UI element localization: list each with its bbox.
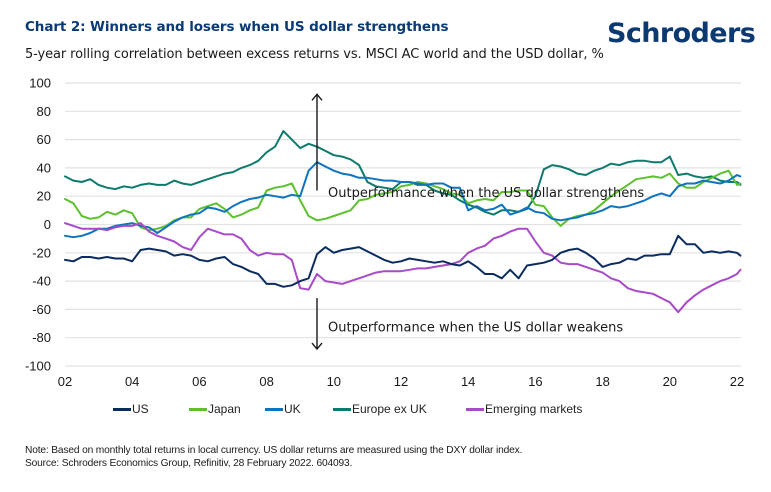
x-tick-label: 22 bbox=[730, 374, 744, 389]
source-text: Source: Schroders Economics Group, Refin… bbox=[25, 458, 353, 469]
legend-swatch-icon bbox=[113, 407, 131, 411]
schroders-logo: Schroders bbox=[607, 18, 756, 49]
gridlines bbox=[65, 82, 741, 367]
y-tick-label: -80 bbox=[32, 330, 51, 345]
x-tick-label: 08 bbox=[259, 374, 273, 389]
x-tick-label: 18 bbox=[595, 374, 609, 389]
legend-item: UK bbox=[265, 402, 301, 416]
x-tick-label: 04 bbox=[125, 374, 139, 389]
annotation-text: Outperformance when the US dollar streng… bbox=[328, 186, 644, 201]
legend-label: US bbox=[132, 402, 149, 416]
arrow-head-icon bbox=[311, 93, 323, 101]
chart-subtitle: 5-year rolling correlation between exces… bbox=[25, 47, 604, 62]
y-axis-ticks: 100 80 60 40 20 0 -20 -40 -60 -80 -100 bbox=[25, 76, 51, 374]
x-tick-label: 12 bbox=[394, 374, 408, 389]
y-tick-label: -40 bbox=[32, 274, 51, 289]
x-tick-label: 14 bbox=[461, 374, 475, 389]
legend-swatch-icon bbox=[189, 407, 207, 411]
y-tick-label: -20 bbox=[32, 245, 51, 260]
legend-label: Japan bbox=[208, 402, 241, 416]
line-chart: 100 80 60 40 20 0 -20 -40 -60 -80 -100 02 04 06 08 10 1… bbox=[25, 76, 744, 390]
annotations: Outperformance when the US dollar streng… bbox=[311, 93, 644, 351]
legend-label: Europe ex UK bbox=[352, 402, 427, 416]
y-tick-label: 100 bbox=[29, 76, 51, 91]
y-tick-label: -100 bbox=[25, 359, 51, 374]
series-line-us bbox=[64, 234, 742, 288]
series-line-uk bbox=[64, 161, 742, 239]
annotation-text: Outperformance when the US dollar weaken… bbox=[328, 320, 623, 335]
legend-item: US bbox=[113, 402, 149, 416]
chart-footnote: Note: Based on monthly total returns in … bbox=[25, 444, 522, 470]
y-tick-label: 80 bbox=[37, 104, 51, 119]
note-text: Note: Based on monthly total returns in … bbox=[25, 445, 523, 456]
series-lines bbox=[64, 130, 742, 314]
x-axis-ticks: 02 04 06 08 10 12 14 16 18 20 22 bbox=[58, 374, 744, 389]
legend-swatch-icon bbox=[333, 407, 351, 411]
legend-item: Emerging markets bbox=[466, 402, 582, 416]
x-tick-label: 02 bbox=[58, 374, 72, 389]
y-tick-label: 60 bbox=[37, 132, 51, 147]
y-tick-label: 0 bbox=[44, 217, 51, 232]
x-tick-label: 06 bbox=[192, 374, 206, 389]
chart-legend: US Japan UK Europe ex UK Emerging markets bbox=[0, 402, 771, 418]
legend-item: Europe ex UK bbox=[333, 402, 427, 416]
x-tick-label: 10 bbox=[327, 374, 341, 389]
legend-swatch-icon bbox=[466, 407, 484, 411]
legend-swatch-icon bbox=[265, 407, 283, 411]
arrow-head-icon bbox=[311, 342, 323, 351]
series-line-emerging-markets bbox=[64, 222, 742, 314]
y-tick-label: 40 bbox=[37, 160, 51, 175]
x-tick-label: 20 bbox=[663, 374, 677, 389]
x-tick-label: 16 bbox=[528, 374, 542, 389]
legend-item: Japan bbox=[189, 402, 241, 416]
legend-label: UK bbox=[284, 402, 301, 416]
chart-title: Chart 2: Winners and losers when US doll… bbox=[25, 19, 449, 35]
y-tick-label: 20 bbox=[37, 189, 51, 204]
y-tick-label: -60 bbox=[32, 302, 51, 317]
legend-label: Emerging markets bbox=[485, 402, 583, 416]
